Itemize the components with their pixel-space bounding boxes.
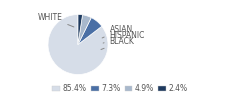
Wedge shape	[78, 15, 91, 44]
Wedge shape	[78, 18, 102, 44]
Text: HISPANIC: HISPANIC	[103, 31, 145, 43]
Text: ASIAN: ASIAN	[102, 25, 133, 38]
Wedge shape	[78, 14, 83, 44]
Legend: 85.4%, 7.3%, 4.9%, 2.4%: 85.4%, 7.3%, 4.9%, 2.4%	[49, 81, 191, 96]
Text: BLACK: BLACK	[101, 37, 134, 50]
Wedge shape	[48, 14, 108, 74]
Text: WHITE: WHITE	[37, 13, 74, 27]
